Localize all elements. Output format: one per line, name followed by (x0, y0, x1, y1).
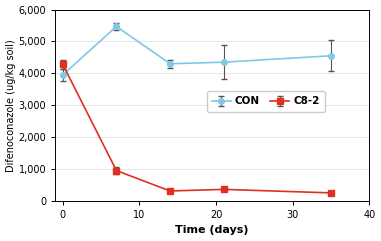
Legend: CON, C8-2: CON, C8-2 (207, 91, 325, 112)
Y-axis label: Difenoconazole (ug/kg soil): Difenoconazole (ug/kg soil) (6, 39, 16, 172)
X-axis label: Time (days): Time (days) (176, 225, 249, 235)
